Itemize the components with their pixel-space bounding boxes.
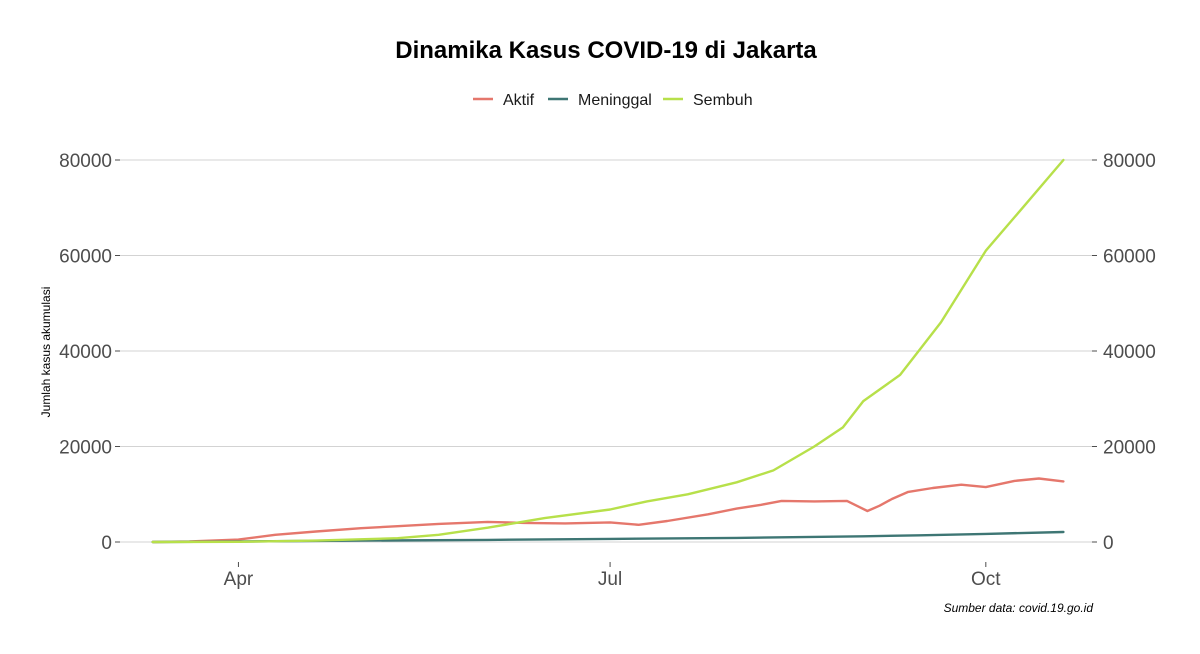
- y-tick-label-right: 40000: [1103, 342, 1156, 363]
- series-lines: [151, 158, 1065, 544]
- y-tick-label-left: 0: [101, 533, 112, 554]
- y-tick-label-right: 0: [1103, 533, 1114, 554]
- y-tick-label-right: 80000: [1103, 151, 1156, 172]
- legend-label-aktif: Aktif: [503, 92, 535, 109]
- x-axis: Apr Jul Oct: [224, 562, 1001, 590]
- chart-title: Dinamika Kasus COVID-19 di Jakarta: [395, 37, 817, 64]
- legend-label-sembuh: Sembuh: [693, 92, 753, 109]
- legend: Aktif Meninggal Sembuh: [473, 92, 753, 109]
- y-tick-label-left: 40000: [59, 342, 112, 363]
- source-caption: Sumber data: covid.19.go.id: [944, 601, 1094, 615]
- y-axis-right: 0 20000 40000 60000 80000: [1092, 151, 1156, 554]
- x-tick-label: Jul: [598, 569, 622, 590]
- y-tick-label-left: 20000: [59, 438, 112, 459]
- legend-label-meninggal: Meninggal: [578, 92, 652, 109]
- y-axis-label: Jumlah kasus akumulasi: [39, 287, 53, 418]
- y-axis-left: 0 20000 40000 60000 80000: [59, 151, 120, 554]
- x-tick-label: Oct: [971, 569, 1001, 590]
- series-line-aktif: [151, 477, 1065, 544]
- y-tick-label-left: 80000: [59, 151, 112, 172]
- y-tick-label-right: 20000: [1103, 438, 1156, 459]
- x-tick-label: Apr: [224, 569, 254, 590]
- gridlines: [120, 159, 1092, 543]
- series-line-sembuh: [151, 158, 1065, 544]
- y-tick-label-right: 60000: [1103, 247, 1156, 268]
- y-tick-label-left: 60000: [59, 247, 112, 268]
